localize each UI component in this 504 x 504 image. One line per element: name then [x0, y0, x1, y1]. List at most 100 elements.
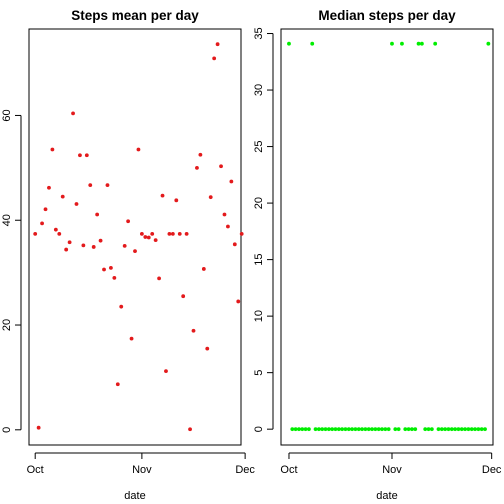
x-tick-label: Dec	[482, 464, 502, 476]
data-point	[303, 427, 308, 432]
data-point	[57, 231, 62, 236]
data-point	[91, 245, 96, 249]
y-tick-label: 25	[253, 140, 265, 152]
series-steps-mean	[33, 42, 244, 432]
data-point	[112, 275, 117, 280]
data-point	[139, 231, 144, 236]
data-point	[129, 336, 134, 341]
data-point	[466, 427, 471, 432]
data-point	[188, 427, 192, 432]
x-tick-label: Dec	[235, 464, 255, 476]
data-point	[115, 382, 120, 387]
data-point	[297, 427, 301, 432]
data-point	[40, 221, 44, 226]
data-point	[177, 231, 182, 236]
data-point	[406, 427, 411, 432]
x-axis-steps-mean: Oct Nov Dec	[27, 452, 255, 476]
data-point	[313, 427, 318, 432]
data-point	[95, 212, 100, 217]
panel-median-steps: Median steps per day Oct Nov Dec 0 5 10 15 20 2…	[253, 8, 502, 502]
x-tick-label: Nov	[132, 464, 152, 476]
plot-frame-steps-mean	[28, 28, 242, 446]
data-point	[307, 427, 311, 432]
y-tick-label: 0	[1, 427, 13, 433]
data-point	[36, 425, 41, 430]
data-point	[287, 41, 291, 46]
data-point	[473, 427, 477, 432]
data-point	[316, 427, 321, 432]
y-axis-median-steps: 0 5 10 15 20 25 30 35	[253, 27, 274, 432]
panel-steps-mean: Steps mean per day Oct Nov Dec 0 20 40 60 dat…	[1, 8, 255, 502]
data-point	[229, 179, 234, 184]
data-point	[449, 427, 454, 432]
data-point	[353, 427, 358, 432]
data-point	[479, 427, 484, 432]
data-point	[446, 427, 451, 432]
data-point	[376, 427, 381, 432]
data-point	[383, 427, 388, 432]
data-point	[293, 427, 298, 432]
data-point	[167, 231, 172, 236]
data-point	[363, 427, 368, 432]
data-point	[419, 41, 424, 46]
data-point	[483, 427, 487, 432]
data-point	[164, 369, 168, 374]
data-point	[416, 41, 421, 46]
data-point	[153, 238, 158, 243]
x-axis-label-steps-mean: date	[124, 490, 145, 502]
data-point	[320, 427, 325, 432]
data-point	[181, 294, 186, 299]
data-point	[198, 152, 203, 157]
y-tick-label: 35	[253, 27, 265, 39]
data-point	[201, 267, 206, 271]
data-point	[346, 427, 351, 432]
series-median-steps	[287, 41, 491, 432]
data-point	[64, 247, 69, 252]
data-point	[390, 41, 394, 46]
data-point	[426, 427, 431, 432]
data-point	[336, 427, 341, 432]
plot-frame-median-steps	[280, 28, 494, 446]
x-axis-median-steps: Oct Nov Dec	[280, 452, 502, 476]
data-point	[109, 266, 113, 270]
data-point	[226, 224, 230, 229]
x-tick-label: Oct	[27, 464, 44, 476]
data-point	[47, 185, 51, 190]
data-point	[326, 427, 331, 432]
data-point	[413, 427, 418, 432]
data-point	[88, 183, 93, 188]
data-point	[323, 427, 328, 432]
data-point	[74, 202, 79, 206]
data-point	[191, 328, 196, 333]
data-point	[222, 212, 227, 217]
data-point	[333, 427, 338, 432]
data-point	[356, 427, 361, 432]
y-tick-label: 20	[1, 319, 13, 331]
data-point	[78, 153, 82, 158]
data-point	[423, 427, 428, 432]
data-point	[33, 231, 38, 236]
data-point	[50, 147, 55, 152]
data-point	[60, 194, 65, 199]
data-point	[403, 427, 408, 432]
y-tick-label: 0	[253, 426, 265, 432]
data-point	[84, 153, 89, 158]
data-point	[105, 183, 110, 188]
data-point	[370, 427, 374, 432]
y-tick-label: 60	[1, 109, 13, 121]
data-point	[205, 346, 210, 351]
chart-title-steps-mean: Steps mean per day	[71, 8, 199, 23]
y-tick-label: 15	[253, 253, 265, 265]
y-tick-label: 10	[253, 310, 265, 322]
data-point	[126, 219, 131, 224]
chart-title-median-steps: Median steps per day	[318, 8, 456, 23]
data-point	[232, 242, 237, 247]
data-point	[174, 198, 179, 203]
data-point	[43, 207, 48, 212]
data-point	[236, 299, 241, 304]
data-point	[340, 427, 345, 432]
data-point	[463, 427, 467, 432]
data-point	[453, 427, 458, 432]
data-point	[459, 427, 464, 432]
data-point	[469, 427, 474, 432]
